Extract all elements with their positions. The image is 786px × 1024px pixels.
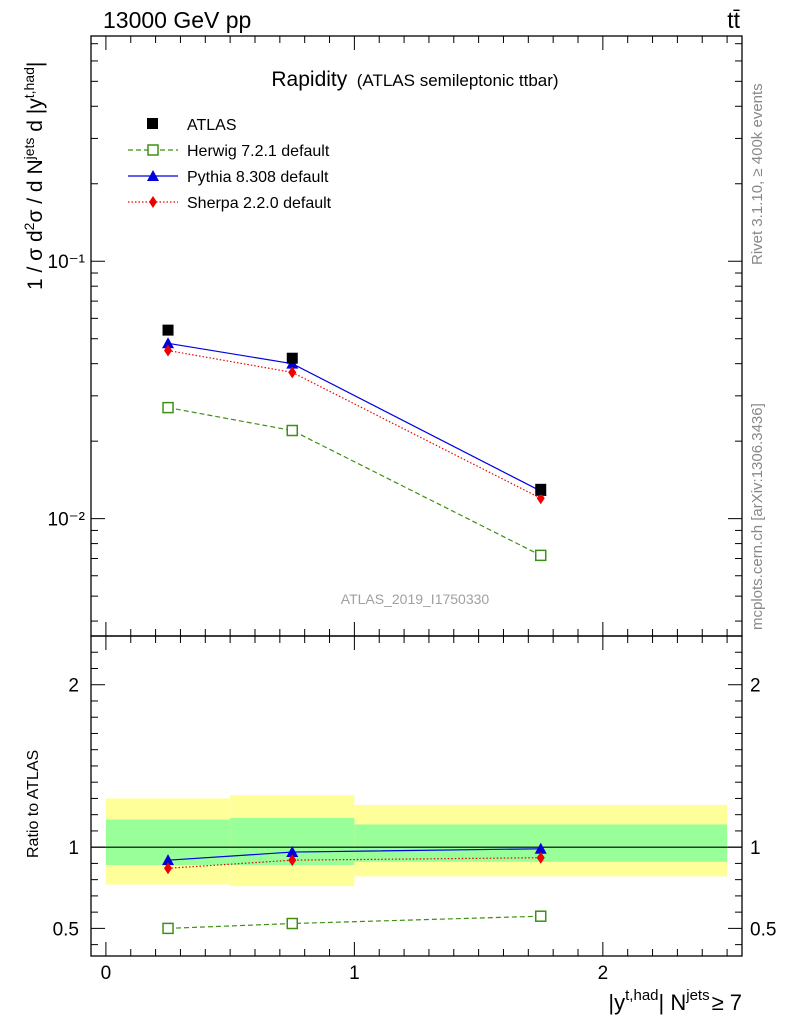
main-y-tick-label: 10⁻² <box>48 510 86 531</box>
ratio-y-tick-label-left: 0.5 <box>53 919 79 940</box>
ratio-x-tick-labels: 0 1 2 <box>101 963 609 984</box>
collision-energy-label: 13000 GeV pp <box>103 7 251 33</box>
main-point-sherpa <box>288 366 297 379</box>
y-label-rest: σ / d N <box>24 159 47 222</box>
main-y-tick-labels: 10⁻¹ 10⁻² <box>48 252 86 530</box>
ratio-y-tick-label-right: 2 <box>750 676 761 697</box>
legend-label-pythia: Pythia 8.308 default <box>187 169 329 186</box>
legend-marker-herwig <box>147 144 159 156</box>
main-point-data <box>286 352 298 364</box>
ratio-y-axis-label: Ratio to ATLAS <box>25 750 42 858</box>
legend-label-atlas: ATLAS <box>187 117 237 134</box>
ratio-y-tick-label-right: 1 <box>750 838 761 859</box>
ratio-point-pythia <box>534 842 547 854</box>
rivet-version-label: Rivet 3.1.10, ≥ 400k events <box>749 83 766 265</box>
ratio-point-herwig <box>534 910 547 922</box>
main-point-pythia <box>162 337 175 349</box>
legend: ATLAS Herwig 7.2.1 default Pythia 8.308 … <box>128 117 332 212</box>
ratio-point-pythia <box>162 854 175 866</box>
ratio-x-tick-label: 2 <box>598 963 609 984</box>
legend-label-sherpa: Sherpa 2.2.0 default <box>187 195 332 212</box>
main-y-axis-label: 1 / σ d2σ / d Njets d |yt,had| <box>21 62 47 290</box>
main-series <box>162 324 547 562</box>
main-point-sherpa <box>536 492 545 505</box>
ratio-x-tick-label: 0 <box>101 963 112 984</box>
ratio-point-sherpa <box>536 851 545 864</box>
x-label-mid: | N <box>659 990 687 1015</box>
process-label: tt̄ <box>727 7 740 33</box>
main-panel: 10⁻¹ 10⁻² Rapidity (ATLAS semileptonic tt… <box>48 35 743 637</box>
plot-title: Rapidity (ATLAS semileptonic ttbar) <box>271 68 558 91</box>
main-line-sherpa <box>167 349 542 499</box>
analysis-watermark: ATLAS_2019_I1750330 <box>341 591 490 607</box>
ratio-ticks <box>91 635 742 956</box>
mcplots-source-label: mcplots.cern.ch [arXiv:1306.3436] <box>749 403 766 630</box>
ratio-point-sherpa <box>288 854 297 867</box>
ratio-point-herwig <box>162 922 174 935</box>
main-point-data <box>162 324 174 336</box>
x-label-sup-jets: jets <box>685 987 709 1004</box>
ratio-panel-frame <box>90 635 743 957</box>
y-label-sup: 2 <box>21 222 37 230</box>
legend-marker-pythia <box>147 170 159 181</box>
ratio-y-tick-labels: 0.5 0.5 1 1 2 2 <box>53 676 777 941</box>
legend-marker-atlas <box>147 118 158 129</box>
ratio-bands <box>105 795 728 887</box>
x-axis-label: |yt,had| Njets≥ 7 <box>608 987 742 1015</box>
ratio-point-herwig <box>286 917 299 930</box>
ratio-y-tick-label-right: 0.5 <box>750 919 776 940</box>
y-label-end: | <box>24 62 47 67</box>
ratio-point-sherpa <box>164 862 173 875</box>
main-point-sherpa <box>164 344 173 357</box>
x-label-sup-thad: t,had <box>625 987 658 1004</box>
main-y-tick-label: 10⁻¹ <box>48 252 86 273</box>
ratio-point-pythia <box>286 846 299 858</box>
ratio-y-tick-label-left: 1 <box>68 838 79 859</box>
main-line-herwig <box>167 407 542 556</box>
main-point-herwig <box>534 549 547 562</box>
ratio-x-tick-label: 1 <box>349 963 360 984</box>
ratio-series <box>162 842 547 935</box>
legend-marker-sherpa <box>149 196 157 208</box>
y-label-rest2: d |y <box>24 98 47 138</box>
main-point-herwig <box>286 424 299 437</box>
legend-label-herwig: Herwig 7.2.1 default <box>187 143 330 160</box>
ratio-line-herwig <box>168 915 541 929</box>
y-label-sup-jets: jets <box>21 138 37 161</box>
main-point-herwig <box>162 401 174 414</box>
plot-title-main: Rapidity <box>271 68 347 91</box>
y-label-sup-thad: t,had <box>21 67 37 98</box>
main-ticks <box>91 36 742 636</box>
main-point-data <box>535 483 547 495</box>
main-line-pythia <box>167 342 542 492</box>
plot-title-sub: (ATLAS semileptonic ttbar) <box>357 71 559 90</box>
ratio-y-tick-label-left: 2 <box>68 676 79 697</box>
x-label-end: ≥ 7 <box>712 990 742 1015</box>
ratio-panel: 0.5 0.5 1 1 2 2 0 1 2 <box>53 635 777 984</box>
